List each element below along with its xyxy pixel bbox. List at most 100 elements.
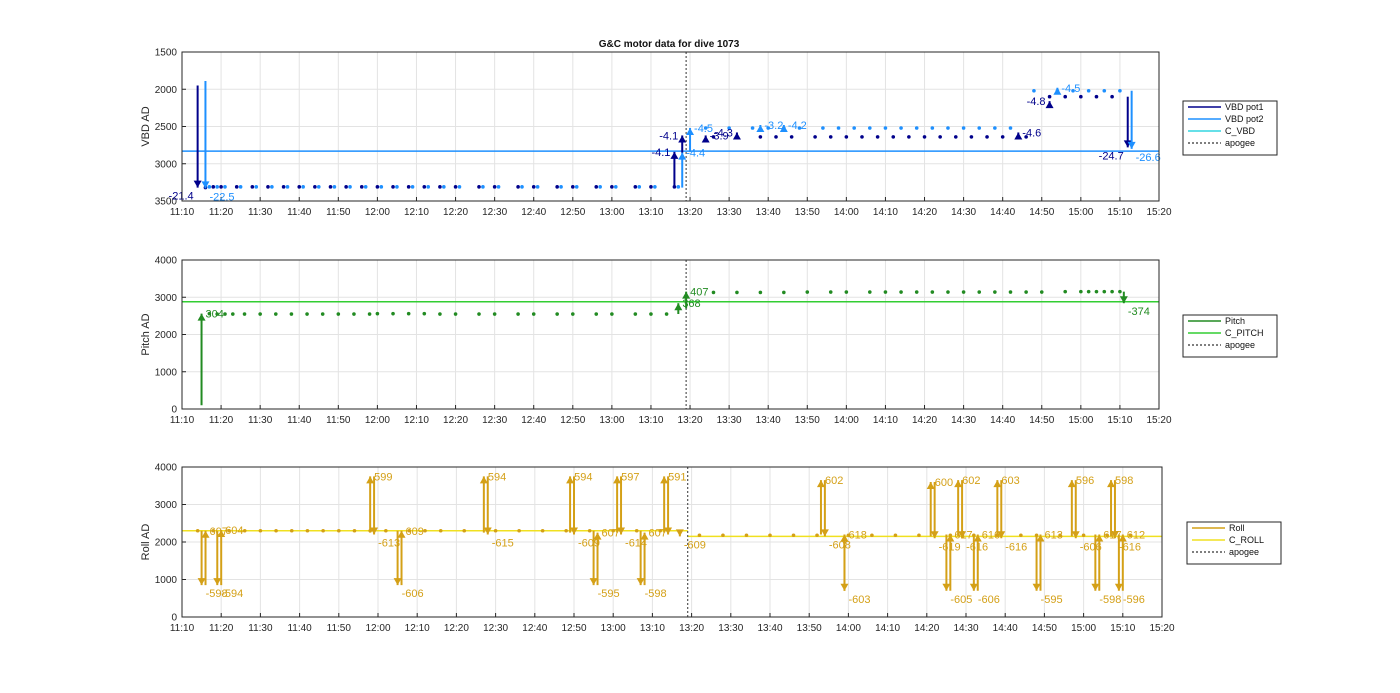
data-point: [367, 312, 372, 316]
x-tick-label: 13:50: [795, 207, 820, 218]
move-arrowhead: [756, 125, 765, 133]
data-point: [805, 290, 810, 294]
move-label: -4.6: [1022, 127, 1041, 139]
move-arrowhead: [1091, 583, 1100, 591]
move-label: -4.5: [1061, 83, 1080, 95]
move-arrowhead: [370, 527, 379, 535]
move-arrowhead: [1110, 531, 1119, 539]
y-tick-label: 0: [171, 405, 177, 416]
figure-title: G&C motor data for dive 1073: [599, 39, 740, 50]
data-point: [766, 126, 770, 130]
move-label: -603: [848, 594, 870, 606]
move-label: -609: [684, 539, 706, 551]
data-point: [477, 185, 481, 189]
move-arrowhead: [566, 476, 575, 484]
data-point: [611, 528, 615, 533]
data-point: [492, 185, 497, 189]
data-point: [750, 126, 755, 130]
x-tick-label: 11:40: [287, 207, 312, 218]
y-tick-label: 3000: [155, 159, 178, 170]
data-point: [481, 185, 485, 189]
move-arrowhead: [201, 530, 210, 538]
data-point: [977, 126, 982, 130]
move-label: -596: [1123, 594, 1145, 606]
move-label: -613: [378, 538, 400, 550]
move-arrowhead: [613, 476, 622, 484]
y-tick-label: 2000: [155, 85, 178, 96]
move-label: -3.9: [710, 130, 729, 142]
x-tick-label: 14:50: [1032, 623, 1057, 634]
axes-box: [181, 259, 1160, 410]
data-point: [359, 185, 364, 189]
data-point: [423, 528, 427, 533]
axes-box: [181, 51, 1160, 202]
x-tick-label: 15:20: [1146, 415, 1171, 426]
data-point: [223, 312, 227, 316]
y-tick-label: 2000: [155, 538, 178, 549]
move-arrowhead: [1127, 141, 1136, 149]
data-point: [571, 185, 575, 189]
data-point: [555, 312, 559, 316]
x-tick-label: 14:10: [873, 207, 898, 218]
x-tick-label: 11:20: [209, 623, 234, 634]
data-point: [231, 312, 235, 316]
x-tick-label: 14:00: [834, 415, 859, 426]
move-label: -4.3: [714, 127, 733, 139]
x-tick-label: 15:10: [1107, 415, 1132, 426]
move-arrowhead: [660, 476, 669, 484]
data-point: [438, 185, 442, 189]
move-arrowhead: [483, 527, 492, 535]
data-point: [223, 185, 227, 189]
data-point: [744, 533, 749, 538]
move-arrowhead: [946, 534, 955, 542]
data-point: [301, 185, 305, 189]
data-point: [637, 185, 642, 189]
data-point: [891, 135, 896, 139]
move-label: -22.5: [209, 191, 234, 203]
x-tick-label: 14:20: [912, 415, 937, 426]
legend-label: Pitch: [1225, 316, 1245, 326]
data-point: [844, 135, 849, 139]
x-tick-label: 13:20: [679, 623, 704, 634]
move-label: 607: [602, 528, 620, 540]
move-arrowhead: [589, 578, 598, 586]
move-label: 600: [935, 477, 953, 489]
data-point: [791, 533, 796, 538]
x-tick-label: 13:00: [599, 207, 624, 218]
data-point: [273, 312, 278, 316]
move-label: 368: [682, 298, 700, 310]
data-point: [348, 185, 352, 189]
move-arrowhead: [779, 125, 788, 133]
data-point: [768, 533, 772, 538]
data-point: [774, 135, 778, 139]
data-point: [540, 528, 545, 533]
data-point: [250, 185, 255, 189]
x-tick-label: 12:40: [521, 207, 546, 218]
data-point: [1000, 135, 1005, 139]
data-point: [961, 290, 966, 294]
data-point: [238, 185, 243, 189]
data-point: [297, 185, 302, 189]
x-tick-label: 11:30: [248, 207, 273, 218]
x-tick-label: 11:10: [170, 207, 195, 218]
data-point: [375, 185, 380, 189]
data-point: [1024, 290, 1028, 294]
data-point: [899, 126, 903, 130]
data-point: [721, 533, 725, 538]
x-tick-label: 14:30: [951, 415, 976, 426]
data-point: [391, 311, 395, 316]
move-label: -594: [221, 588, 243, 600]
move-arrowhead: [1032, 583, 1041, 591]
data-point: [492, 312, 497, 316]
data-point: [305, 528, 310, 533]
data-point: [266, 185, 270, 189]
move-arrowhead: [201, 181, 210, 189]
data-point: [258, 312, 262, 316]
move-arrowhead: [1095, 534, 1104, 542]
move-arrowhead: [701, 135, 710, 143]
move-arrowhead: [1119, 296, 1128, 304]
move-label: -616: [1005, 541, 1027, 553]
move-arrowhead: [926, 482, 935, 489]
x-tick-label: 12:20: [443, 415, 468, 426]
